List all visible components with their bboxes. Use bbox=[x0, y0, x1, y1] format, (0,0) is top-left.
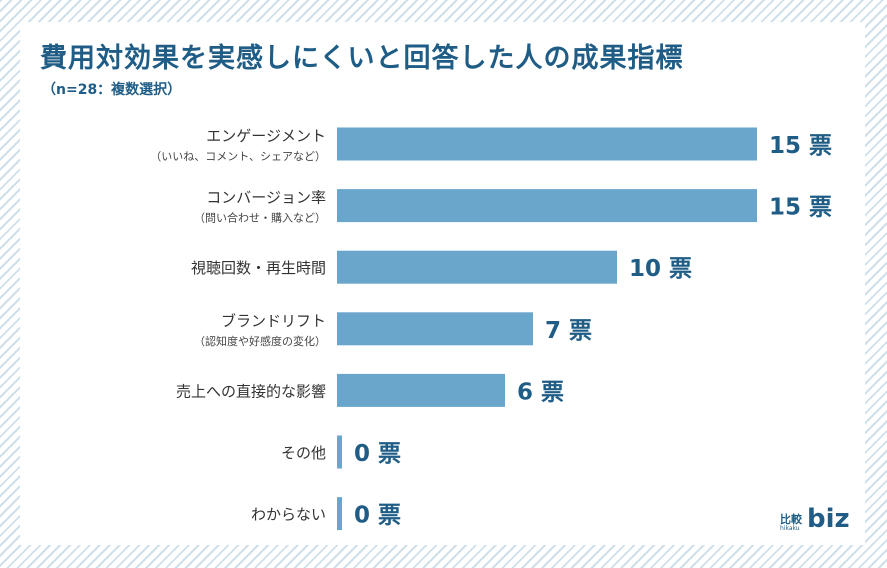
value-label: 15 票 bbox=[769, 133, 832, 159]
category-sublabel: （いいね、コメント、シェアなど） bbox=[150, 150, 326, 163]
bar bbox=[337, 312, 533, 346]
value-label: 0 票 bbox=[354, 503, 401, 529]
bar bbox=[337, 497, 342, 531]
bar bbox=[337, 373, 505, 407]
value-label: 10 票 bbox=[629, 256, 692, 282]
category-label: エンゲージメント bbox=[206, 127, 326, 145]
value-label: 0 票 bbox=[354, 441, 401, 467]
bar bbox=[337, 189, 757, 223]
category-label: 視聴回数・再生時間 bbox=[191, 259, 326, 277]
brand-logo: 比較 hikaku biz bbox=[780, 504, 852, 536]
category-label: わからない bbox=[251, 506, 326, 524]
logo-jp-text: 比較 bbox=[780, 513, 802, 526]
category-label: その他 bbox=[281, 444, 326, 462]
logo-biz-text: biz bbox=[807, 504, 850, 534]
bar bbox=[337, 127, 757, 161]
category-label: コンバージョン率 bbox=[206, 189, 326, 207]
category-label: ブランドリフト bbox=[221, 312, 326, 330]
value-label: 7 票 bbox=[545, 318, 592, 344]
chart-title: 費用対効果を実感しにくいと回答した人の成果指標 bbox=[40, 43, 684, 74]
category-label: 売上への直接的な影響 bbox=[176, 382, 326, 400]
value-label: 15 票 bbox=[769, 195, 832, 221]
bar bbox=[337, 250, 617, 284]
chart-subtitle: （n=28：複数選択） bbox=[42, 82, 182, 98]
category-sublabel: （問い合わせ・購入など） bbox=[194, 211, 326, 225]
logo-sub-text: hikaku bbox=[780, 525, 800, 532]
value-label: 6 票 bbox=[517, 379, 564, 405]
bar bbox=[337, 435, 342, 469]
category-sublabel: （認知度や好感度の変化） bbox=[194, 334, 326, 348]
